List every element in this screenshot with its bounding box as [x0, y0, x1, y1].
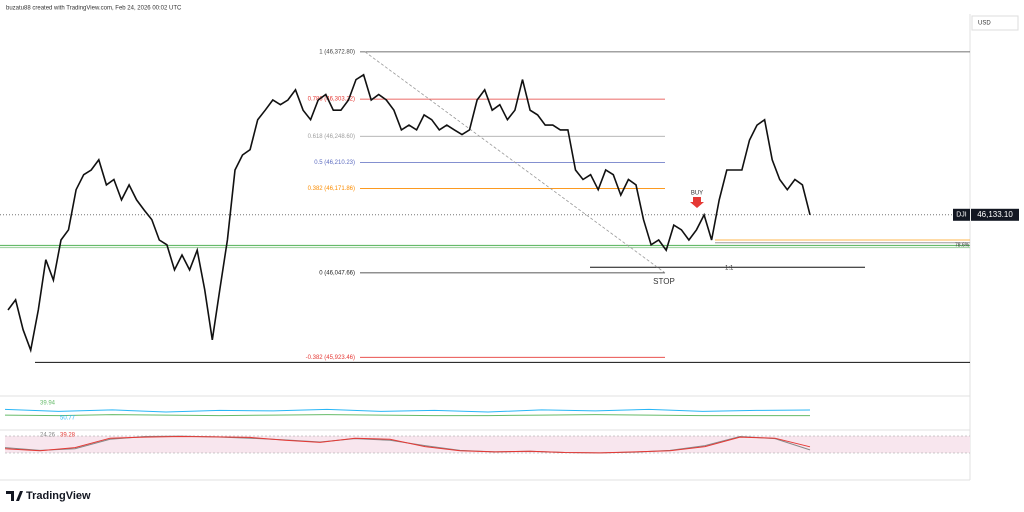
fib-label: 0.618 (46,248.60) — [308, 134, 355, 140]
indicator-line — [4, 408, 811, 413]
symbol-box — [953, 208, 970, 221]
fib-786-label: 78.6% — [955, 242, 970, 248]
buy-label: BUY — [691, 191, 703, 197]
indicator-label: 50.77 — [60, 416, 76, 422]
indicator-line — [4, 435, 811, 454]
fib-label: 0.382 (46,171.86) — [308, 186, 355, 192]
stop-label: STOP — [653, 277, 675, 286]
ratio-label: 1:1 — [725, 266, 734, 272]
fib-label: 0.786 (46,303.22) — [308, 97, 355, 103]
indicator-label: 39.94 — [40, 401, 56, 407]
price-label: 46,133.10 — [977, 210, 1013, 219]
buy-arrow — [690, 197, 704, 208]
fib-label: -0.382 (45,923.46) — [306, 355, 355, 361]
overbought-zone — [5, 436, 970, 453]
symbol: DJI — [956, 212, 967, 219]
indicator-line — [4, 414, 810, 417]
indicator-label: 39.28 — [60, 433, 76, 439]
footer-brand: TradingView — [26, 490, 91, 502]
price-box — [971, 208, 1019, 221]
fib-label: 1 (46,372.80) — [319, 49, 355, 55]
currency-box — [971, 15, 1019, 31]
indicator-label: 24.26 — [40, 433, 56, 439]
logo: TradingView — [6, 490, 91, 502]
currency: USD — [978, 21, 991, 27]
fib-label: 0 (46,047.66) — [319, 270, 355, 276]
caption: buzatu88 created with TradingView.com, F… — [6, 6, 182, 12]
price-line — [7, 73, 811, 354]
fib-trend — [364, 51, 666, 274]
fib-label: 0.5 (46,210.23) — [314, 160, 355, 166]
